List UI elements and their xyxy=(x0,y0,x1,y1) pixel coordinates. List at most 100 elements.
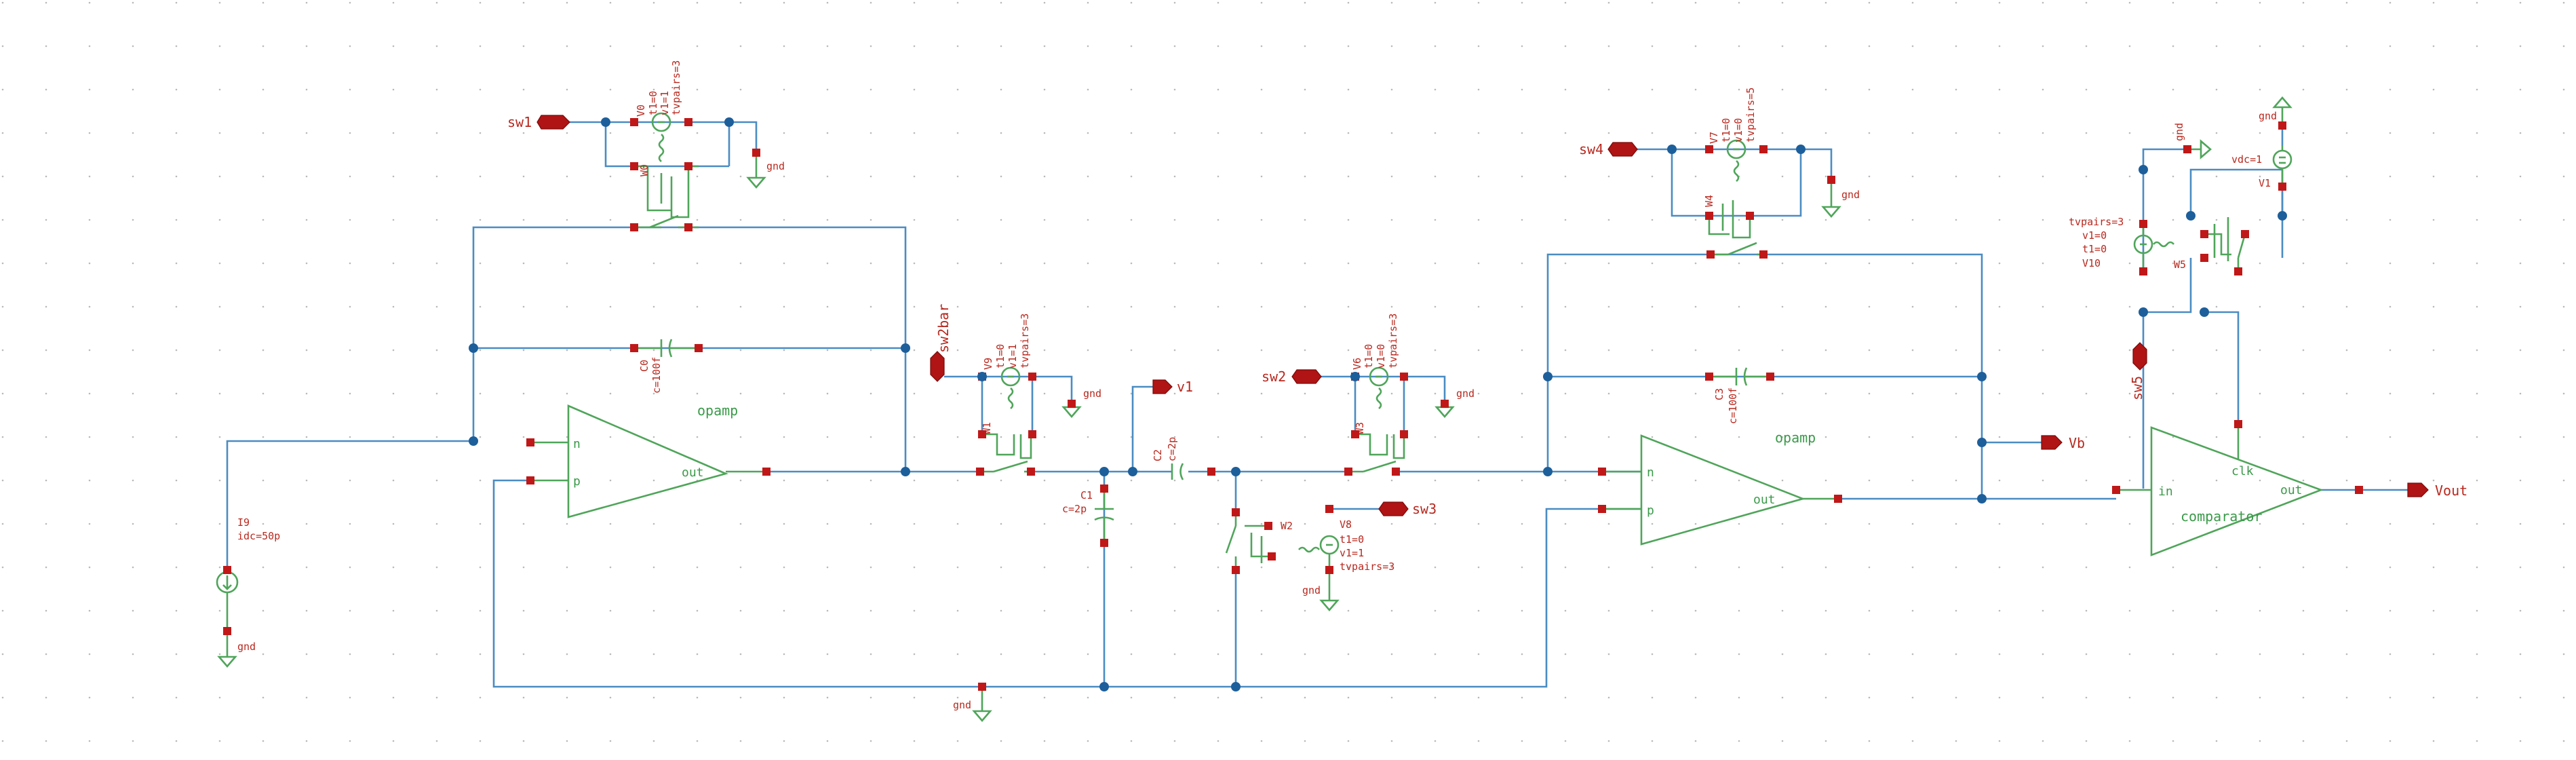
v8-param-3: tvpairs=3 xyxy=(1340,560,1394,573)
c3-value-label: c=100f xyxy=(1727,387,1739,424)
net-flags: sw1 sw2bar v1 sw2 sw3 sw4 Vb sw5 xyxy=(507,114,2467,517)
gnd-v7: gnd xyxy=(1821,180,1860,218)
v0-param-1: t1=0 xyxy=(647,91,659,115)
gnd-label-9: gnd xyxy=(2259,110,2277,122)
v7-param-2: v1=0 xyxy=(1732,118,1744,142)
c0-name-label: C0 xyxy=(638,360,650,372)
v10-param-2: v1=0 xyxy=(2082,229,2107,242)
gnd-label-1: gnd xyxy=(766,160,785,172)
w0-name-label: W0 xyxy=(638,164,650,176)
v8-param-1: t1=0 xyxy=(1340,533,1364,546)
v9-param-3: tvpairs=3 xyxy=(1019,314,1031,368)
gnd-rail: gnd xyxy=(953,687,992,722)
voltage-source-v10: tvpairs=3 v1=0 t1=0 V10 xyxy=(2069,216,2174,271)
gnd-i9: gnd xyxy=(217,631,256,668)
v6-param-1: t1=0 xyxy=(1363,344,1375,368)
v10-param-1: tvpairs=3 xyxy=(2069,216,2124,228)
switch-w0: W0 xyxy=(634,164,699,229)
sw1-label: sw1 xyxy=(507,114,532,130)
gnd-label-7: gnd xyxy=(1841,189,1860,201)
w4-name-label: W4 xyxy=(1703,195,1715,207)
c0-value-label: c=100f xyxy=(650,357,663,394)
v9-param-2: v1=1 xyxy=(1007,344,1019,368)
i9-value-label: idc=50p xyxy=(237,530,280,542)
net-vout: Vout xyxy=(2407,482,2467,499)
ground-symbols: gnd gnd gnd gnd gnd gnd xyxy=(217,96,2292,722)
c2-name-label: C2 xyxy=(1152,449,1164,461)
opamp-2-n-pin-label: n xyxy=(1647,466,1654,480)
v8-name-label: V8 xyxy=(1340,518,1352,531)
sw5-label: sw5 xyxy=(2129,376,2145,400)
voltage-source-v1: vdc=1 V1 xyxy=(2231,146,2292,189)
net-sw4: sw4 xyxy=(1579,141,1638,157)
v7-name-label: V7 xyxy=(1708,132,1720,144)
current-source-i9: I9 idc=50p xyxy=(216,516,280,631)
sw4-label: sw4 xyxy=(1579,141,1603,157)
v9-param-1: t1=0 xyxy=(994,344,1007,368)
opamp-1-p-pin-label: p xyxy=(573,474,581,489)
v1-name-label: V1 xyxy=(2259,177,2271,189)
opamp-2-p-pin-label: p xyxy=(1647,504,1654,518)
v10-name-label: V10 xyxy=(2082,257,2101,269)
voltage-source-v9: V9 t1=0 v1=1 tvpairs=3 xyxy=(982,314,1031,409)
gnd-label-2: gnd xyxy=(237,641,256,653)
vout-label: Vout xyxy=(2435,482,2467,499)
gnd-v8: gnd xyxy=(1302,570,1340,611)
w2-name-label: W2 xyxy=(1281,520,1293,532)
v7-param-1: t1=0 xyxy=(1720,118,1732,142)
comparator-in-pin-label: in xyxy=(2158,484,2173,499)
voltage-source-v0: V0 t1=0 v1=1 tvpairs=3 xyxy=(635,60,682,162)
junction-dots xyxy=(469,117,2287,691)
gnd-sw1: gnd xyxy=(746,153,785,189)
gnd-label-6: gnd xyxy=(1302,584,1321,596)
net-sw2bar: sw2bar xyxy=(930,304,952,382)
sw2-label: sw2 xyxy=(1262,368,1286,385)
net-vb: Vb xyxy=(2041,435,2085,451)
gnd-label-4: gnd xyxy=(1456,387,1475,400)
c1-value-label: c=2p xyxy=(1062,503,1087,515)
v7-param-3: tvpairs=5 xyxy=(1744,88,1757,142)
sw3-label: sw3 xyxy=(1412,501,1437,517)
gnd-label-5: gnd xyxy=(953,699,971,711)
voltage-source-v6: V6 t1=0 v1=0 tvpairs=3 xyxy=(1351,314,1399,409)
comparator-clk-pin-label: clk xyxy=(2231,464,2254,478)
switch-w5: W5 xyxy=(2174,217,2246,271)
gnd-label-3: gnd xyxy=(1083,387,1101,400)
vb-label: Vb xyxy=(2069,435,2085,451)
sw2bar-label: sw2bar xyxy=(935,304,952,353)
c3-name-label: C3 xyxy=(1713,388,1725,400)
v6-param-3: tvpairs=3 xyxy=(1387,314,1399,368)
comparator-out-pin-label: out xyxy=(2280,483,2303,497)
w5-name-label: W5 xyxy=(2174,259,2186,271)
opamp-1-out-pin-label: out xyxy=(682,466,704,480)
capacitor-c2: C2 c=2p xyxy=(1152,437,1184,480)
net-sw1: sw1 xyxy=(507,114,570,130)
opamp-1-n-pin-label: n xyxy=(573,437,581,451)
v0-param-3: tvpairs=3 xyxy=(670,60,682,115)
v10-param-3: t1=0 xyxy=(2082,243,2107,255)
net-sw2: sw2 xyxy=(1262,368,1322,385)
switch-w2: W2 xyxy=(1225,512,1293,570)
net-sw3: sw3 xyxy=(1378,501,1437,517)
v1-net-label: v1 xyxy=(1177,379,1193,395)
voltage-source-v8: V8 t1=0 v1=1 tvpairs=3 xyxy=(1298,518,1394,573)
opamp-1: n p out opamp xyxy=(530,402,766,518)
comparator-cell-name: comparator xyxy=(2181,508,2262,525)
v6-name-label: V6 xyxy=(1351,358,1363,370)
capacitor-c0: C0 c=100f xyxy=(634,339,699,394)
opamp-2: n p out opamp xyxy=(1602,430,1838,546)
capacitor-c3: C3 c=100f xyxy=(1709,367,1770,424)
comparator: in clk out comparator xyxy=(2116,424,2324,556)
opamp-1-cell-name: opamp xyxy=(697,402,738,419)
net-v1: v1 xyxy=(1152,379,1193,395)
i9-name-label: I9 xyxy=(237,516,250,529)
v6-param-2: v1=0 xyxy=(1375,344,1387,368)
c1-name-label: C1 xyxy=(1080,489,1093,501)
voltage-source-v7: V7 t1=0 v1=0 tvpairs=5 xyxy=(1708,88,1757,182)
opamp-2-out-pin-label: out xyxy=(1753,493,1776,507)
net-sw5: sw5 xyxy=(2129,342,2147,400)
v0-name-label: V0 xyxy=(635,104,647,117)
capacitor-c1: C1 c=2p xyxy=(1062,489,1114,543)
